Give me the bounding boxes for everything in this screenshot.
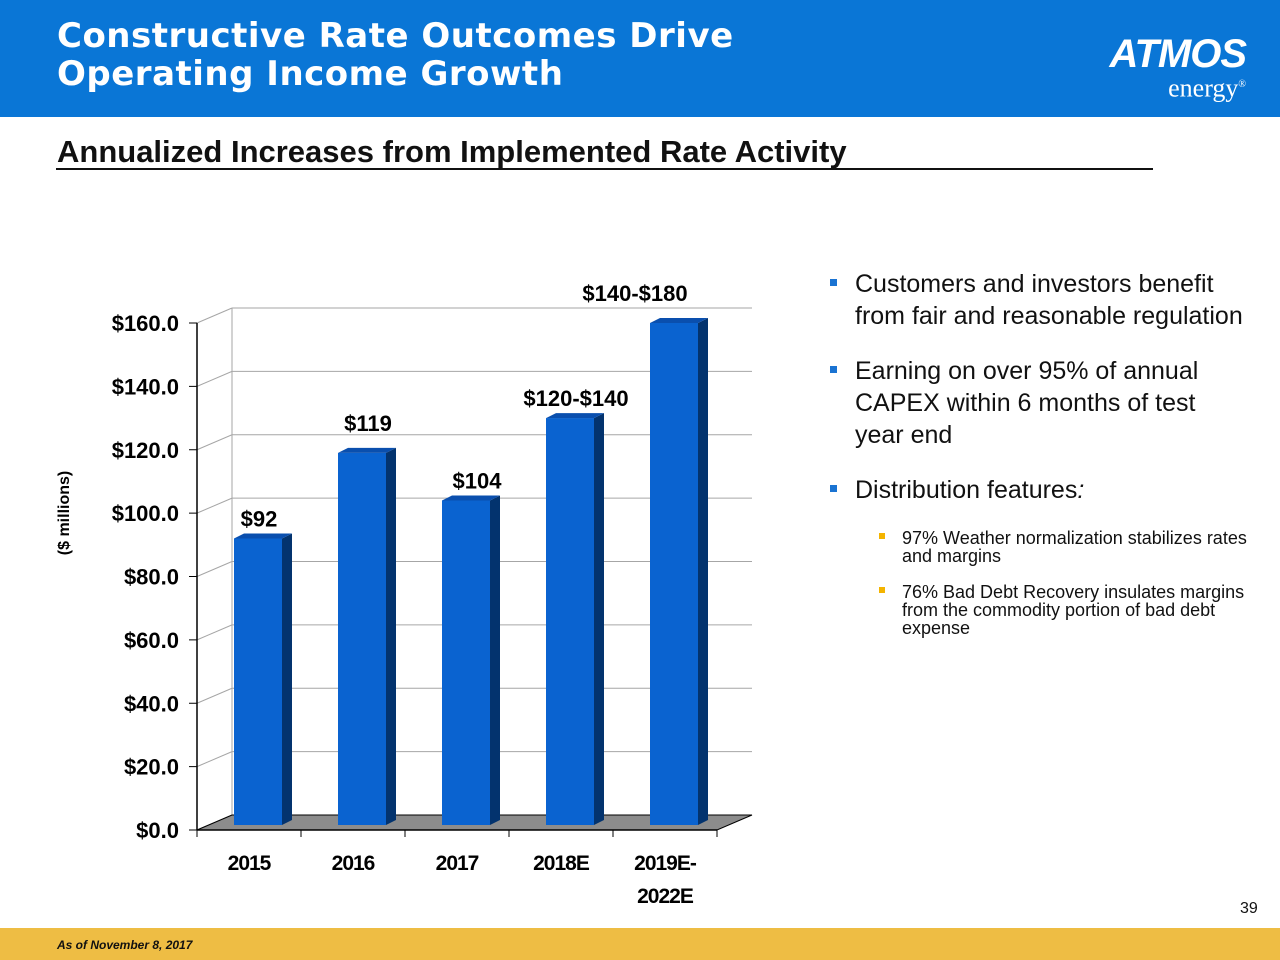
bar-top [234, 533, 292, 539]
bullet-text: Distribution features [855, 476, 1078, 504]
data-label: $120-$140 [523, 386, 628, 411]
bullet-text: Customers and investors benefit from fai… [855, 270, 1243, 330]
bullet-item: Earning on over 95% of annual CAPEX with… [828, 355, 1248, 451]
page-number: 39 [1240, 900, 1258, 917]
sub-bullet-marker [879, 587, 885, 593]
x-tick-label: 2018E [533, 852, 590, 875]
bullet-item: Customers and investors benefit from fai… [828, 268, 1248, 332]
bar-2017 [442, 495, 500, 825]
data-label: $104 [453, 468, 503, 493]
y-tick-label: $60.0 [124, 628, 179, 653]
bar-top [442, 495, 500, 501]
x-tick-label: 2019E- [634, 852, 697, 875]
gridline-connector [196, 370, 233, 387]
bullet-list: Customers and investors benefit from fai… [828, 268, 1248, 655]
gridline-connector [196, 751, 233, 768]
gridline-connector [196, 497, 233, 514]
bar-2016 [338, 447, 396, 825]
x-tick-label: 2015 [228, 852, 272, 875]
gridline-connector [196, 561, 233, 577]
bar-chart: $0.0 $20.0 $40.0 $60.0 $80.0 $100.0 $120.0 $140… [56, 281, 753, 908]
bar-side [282, 533, 292, 825]
bar-side [386, 447, 396, 825]
bar-top [650, 318, 708, 323]
data-label: $92 [241, 506, 278, 531]
footnote: As of November 8, 2017 [57, 938, 193, 952]
registered-mark: ® [1238, 79, 1246, 90]
y-tick-label: $20.0 [124, 755, 179, 780]
y-tick-label: $80.0 [124, 565, 179, 590]
bullet-item: Distribution features: [828, 474, 1248, 506]
logo-tagline-text: energy [1168, 73, 1239, 103]
atmos-logo: ATMOS energy® [1096, 32, 1247, 101]
bullet-text: Earning on over 95% of annual CAPEX with… [855, 357, 1199, 449]
bullet-suffix: : [1077, 476, 1085, 504]
bar-side [698, 318, 708, 825]
sub-bullet-item: 76% Bad Debt Recovery insulates margins … [828, 583, 1248, 637]
bar-2018e [546, 413, 604, 825]
title-line-2: Operating Income Growth [57, 54, 564, 94]
sub-bullet-text: 97% Weather normalization stabilizes rat… [902, 528, 1247, 566]
sub-bullet-text: 76% Bad Debt Recovery insulates margins … [902, 582, 1245, 638]
bar-top [338, 447, 396, 453]
bar-front [546, 418, 594, 825]
chart-subtitle: Annualized Increases from Implemented Ra… [57, 134, 847, 169]
bar-top [546, 413, 604, 419]
gridline-connector [196, 687, 233, 704]
x-tick-label: 2022E [637, 885, 694, 908]
bullet-marker [830, 485, 837, 492]
title-line-1: Constructive Rate Outcomes Drive [57, 16, 734, 56]
bar-side [594, 413, 604, 825]
data-label: $140-$180 [582, 281, 687, 306]
y-tick-label: $0.0 [136, 818, 179, 843]
page-title: Constructive Rate Outcomes Drive Operati… [57, 17, 734, 93]
bar-2015 [234, 533, 292, 825]
header-bar: Constructive Rate Outcomes Drive Operati… [0, 0, 1280, 117]
y-tick-label: $40.0 [124, 691, 179, 716]
logo-tagline: energy® [1168, 72, 1246, 102]
x-tick-label: 2017 [436, 852, 479, 875]
gridline-connector [196, 624, 233, 641]
bullet-marker [830, 279, 837, 286]
data-label: $119 [344, 411, 392, 436]
logo-wordmark: ATMOS [1109, 32, 1247, 76]
y-axis-title: ($ millions) [56, 471, 73, 555]
bar-2019e-2022e [650, 318, 708, 825]
bar-front [338, 452, 386, 825]
sub-bullet-marker [879, 533, 885, 539]
bar-front [442, 500, 490, 825]
subtitle-underline [56, 168, 1153, 170]
y-tick-label: $120.0 [112, 438, 179, 463]
x-tick-label: 2016 [332, 852, 375, 875]
bar-front [234, 538, 282, 825]
footer-bar [0, 928, 1280, 960]
y-tick-label: $100.0 [112, 501, 179, 526]
y-tick-label: $140.0 [112, 374, 179, 399]
bar-side [490, 495, 500, 825]
bullet-marker [830, 366, 837, 373]
gridline-connector [196, 307, 233, 324]
y-tick-label: $160.0 [112, 311, 179, 336]
bar-front [650, 323, 698, 825]
gridline-connector [196, 434, 233, 451]
sub-bullet-item: 97% Weather normalization stabilizes rat… [828, 529, 1248, 565]
